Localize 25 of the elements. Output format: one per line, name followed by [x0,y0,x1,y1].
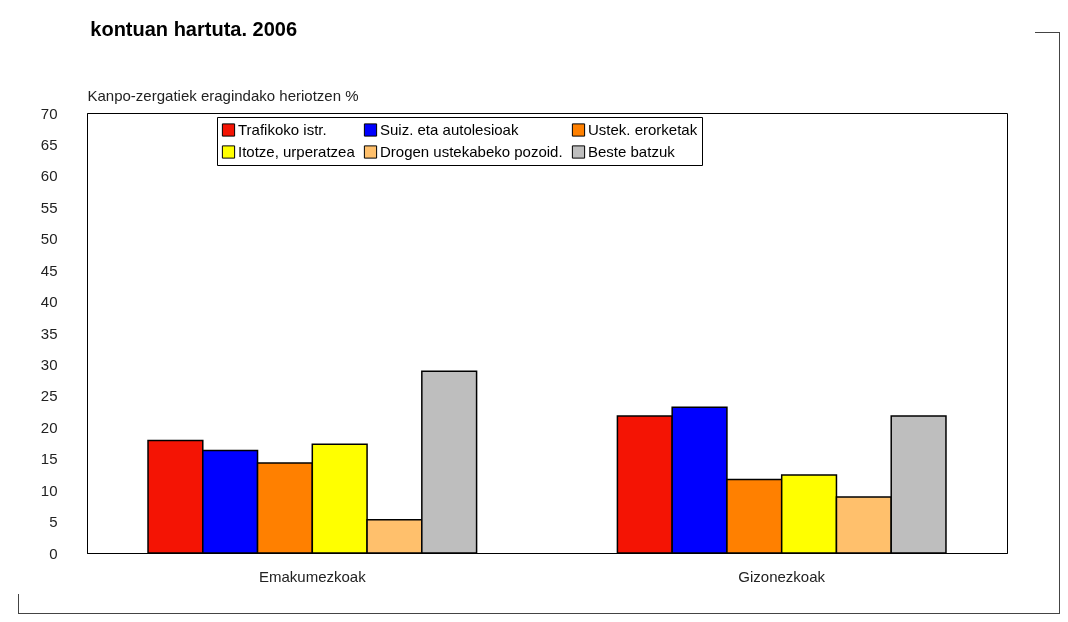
legend-label: Trafikoko istr. [238,121,327,138]
legend-label: Suiz. eta autolesioak [380,121,519,138]
chart-title: kontuan hartuta. 2006 [90,18,298,40]
y-tick-label: 60 [40,167,58,185]
y-tick-label: 30 [40,355,58,373]
y-tick-label: 0 [49,544,58,562]
y-tick-label: 50 [40,230,58,248]
y-tick-label: 35 [40,324,58,342]
legend-label: Beste batzuk [588,143,676,160]
y-tick-label: 15 [40,450,58,468]
x-tick-label: Emakumezkoak [258,567,367,585]
y-tick-label: 45 [40,261,58,279]
y-tick-label: 40 [40,293,58,311]
y-tick-label: 5 [49,513,58,531]
legend-label: Drogen ustekabeko pozoid. [380,143,563,160]
legend-label: Ustek. erorketak [588,121,698,138]
y-tick-label: 55 [40,198,58,216]
legend-label: Itotze, urperatzea [238,143,356,160]
x-tick-label: Gizonezkoak [738,567,826,585]
y-axis-title: Kanpo-zergatiek eragindako heriotzen % [87,86,359,104]
y-tick-label: 65 [40,135,58,153]
y-tick-label: 70 [40,104,58,122]
y-tick-label: 10 [40,481,58,499]
y-tick-label: 20 [40,418,58,436]
y-tick-label: 25 [40,387,58,405]
